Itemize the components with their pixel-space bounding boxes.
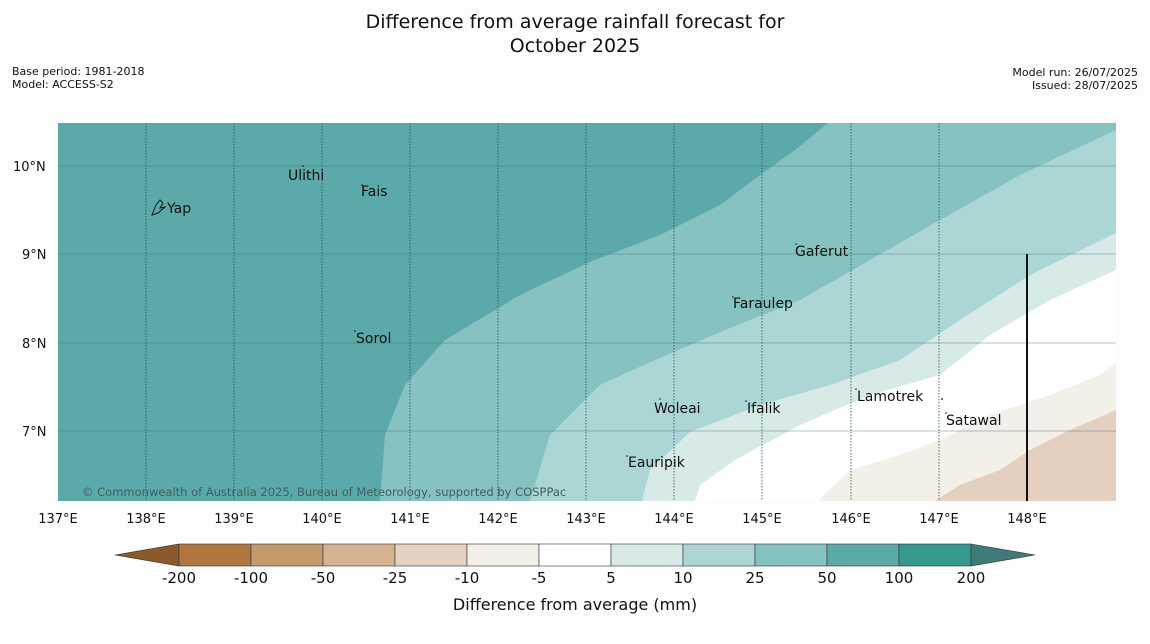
- lon-label-147e: 147°E: [919, 512, 959, 527]
- band-neg25-neg10: [935, 410, 1116, 501]
- lon-label-144e: 144°E: [654, 512, 694, 527]
- lon-label-143e: 143°E: [566, 512, 606, 527]
- colorbar-arrow-low: [114, 543, 180, 567]
- place-satawal: Satawal: [946, 413, 1001, 429]
- yap-island-shape: [151, 199, 167, 216]
- island-dots: [302, 165, 947, 457]
- lat-label-9n: 9°N: [22, 248, 47, 263]
- colorbar-tick-label: -50: [311, 569, 336, 587]
- copyright-notice: © Commonwealth of Australia 2025, Bureau…: [82, 485, 566, 499]
- colorbar-arrow-high: [970, 543, 1036, 567]
- lon-label-148e: 148°E: [1007, 512, 1047, 527]
- place-faraulep: Faraulep: [733, 296, 793, 312]
- place-woleai: Woleai: [654, 401, 701, 417]
- colorbar-segment: [394, 543, 468, 567]
- colorbar: -200 -100 -50 -25 -10 -5 5 10 25 50 100 200: [114, 543, 1036, 587]
- colorbar-tick-label: 25: [745, 569, 764, 587]
- colorbar-tick-label: 100: [885, 569, 914, 587]
- colorbar-segment: [610, 543, 684, 567]
- model-run: Model run: 26/07/2025: [1012, 66, 1138, 79]
- chart-title: Difference from average rainfall forecas…: [0, 10, 1150, 58]
- colorbar-tick-label: 200: [957, 569, 986, 587]
- lon-label-145e: 145°E: [742, 512, 782, 527]
- colorbar-segment: [466, 543, 540, 567]
- place-sorol: Sorol: [356, 331, 391, 347]
- map-area: [58, 123, 1116, 501]
- colorbar-tick-label: -25: [383, 569, 408, 587]
- lon-labels: 137°E 138°E 139°E 140°E 141°E 142°E 143°…: [38, 512, 1047, 527]
- colorbar-tick-label: 10: [673, 569, 692, 587]
- colorbar-segment: [538, 543, 612, 567]
- lon-label-141e: 141°E: [390, 512, 430, 527]
- lon-label-142e: 142°E: [478, 512, 518, 527]
- lon-label-139e: 139°E: [214, 512, 254, 527]
- lon-gridlines: [145, 123, 940, 501]
- place-eauripik: Eauripik: [628, 455, 686, 471]
- colorbar-tick-label: -5: [532, 569, 547, 587]
- place-yap: Yap: [166, 201, 191, 217]
- colorbar-tick-label: -10: [455, 569, 480, 587]
- title-line-2: October 2025: [509, 35, 641, 57]
- colorbar-tick-label: 5: [606, 569, 616, 587]
- place-ifalik: Ifalik: [747, 401, 781, 417]
- colorbar-tick-label: -100: [234, 569, 268, 587]
- colorbar-segment: [250, 543, 324, 567]
- colorbar-segment: [322, 543, 396, 567]
- colorbar-tick-label: 50: [817, 569, 836, 587]
- lon-label-138e: 138°E: [126, 512, 166, 527]
- colorbar-segment: [898, 543, 972, 567]
- title-line-1: Difference from average rainfall forecas…: [365, 11, 785, 33]
- place-fais: Fais: [361, 184, 388, 200]
- lat-label-10n: 10°N: [13, 160, 46, 175]
- model-name: Model: ACCESS-S2: [12, 78, 114, 91]
- lon-label-146e: 146°E: [831, 512, 871, 527]
- colorbar-tick-label: -200: [162, 569, 196, 587]
- colorbar-segment: [178, 543, 252, 567]
- lat-label-7n: 7°N: [22, 425, 47, 440]
- base-period: Base period: 1981-2018: [12, 65, 145, 78]
- meta-left: Base period: 1981-2018 Model: ACCESS-S2: [12, 65, 144, 91]
- lat-label-8n: 8°N: [22, 337, 47, 352]
- lon-label-137e: 137°E: [38, 512, 78, 527]
- place-gaferut: Gaferut: [795, 244, 849, 260]
- colorbar-segment: [682, 543, 756, 567]
- colorbar-segment: [754, 543, 828, 567]
- place-lamotrek: Lamotrek: [857, 389, 924, 405]
- place-ulithi: Ulithi: [288, 168, 324, 184]
- colorbar-segment: [826, 543, 900, 567]
- lon-label-140e: 140°E: [302, 512, 342, 527]
- issued-date: Issued: 28/07/2025: [1031, 79, 1138, 92]
- colorbar-title: Difference from average (mm): [453, 595, 697, 614]
- meta-right: Model run: 26/07/2025 Issued: 28/07/2025: [1012, 66, 1138, 92]
